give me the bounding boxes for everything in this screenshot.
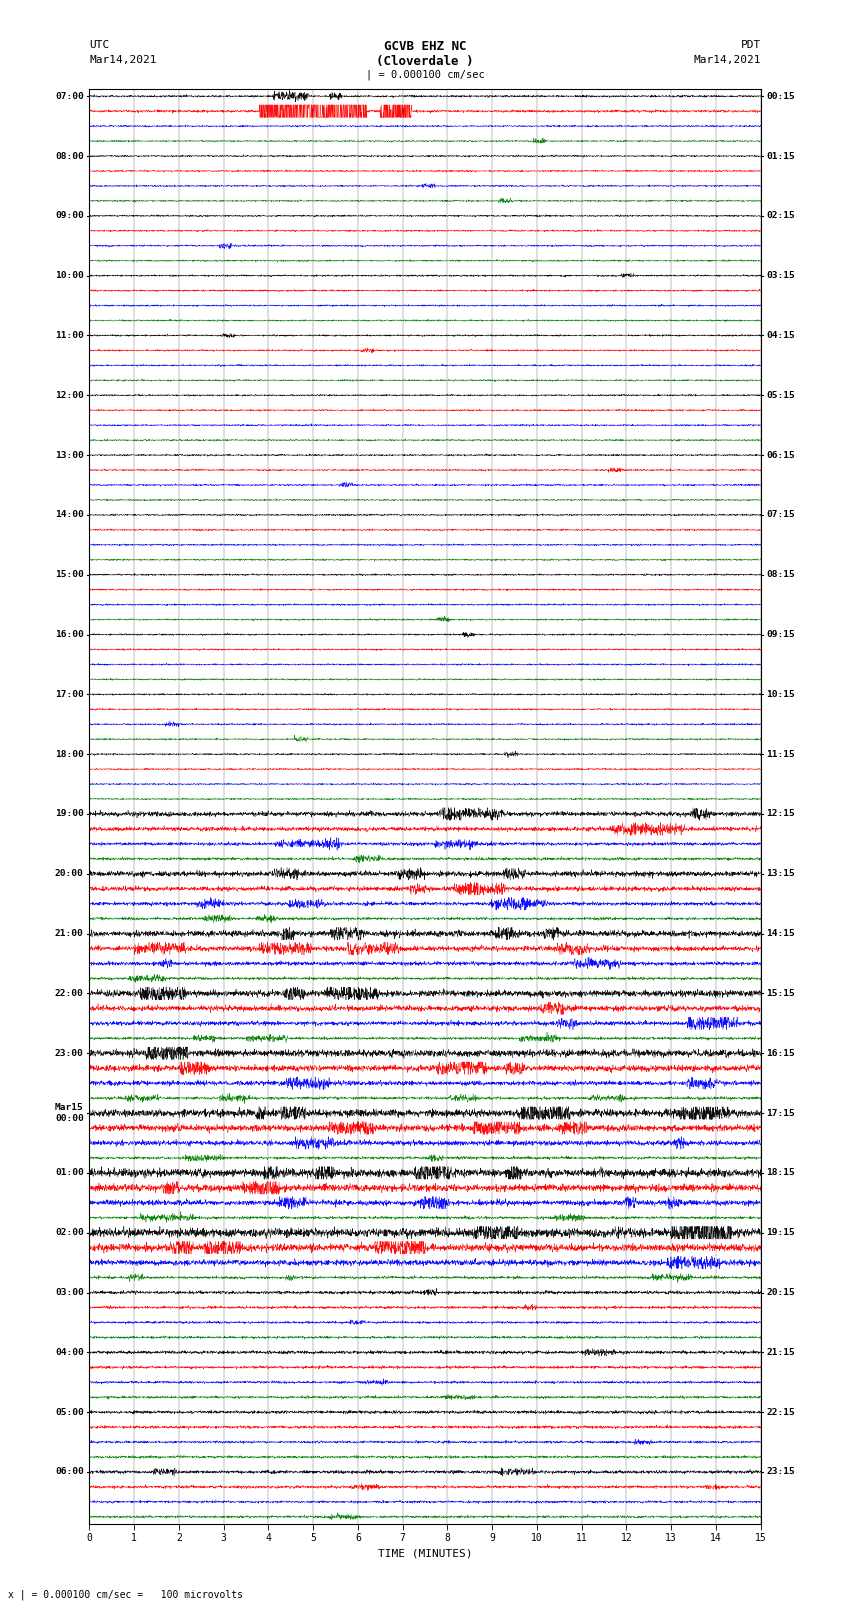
Text: 20:00: 20:00 (55, 869, 83, 879)
Text: Mar14,2021: Mar14,2021 (89, 55, 156, 65)
Text: 21:15: 21:15 (767, 1348, 795, 1357)
Text: 01:00: 01:00 (55, 1168, 83, 1177)
Text: 05:00: 05:00 (55, 1408, 83, 1416)
Text: | = 0.000100 cm/sec: | = 0.000100 cm/sec (366, 69, 484, 81)
Text: 12:15: 12:15 (767, 810, 795, 818)
Text: 22:00: 22:00 (55, 989, 83, 998)
Text: 19:00: 19:00 (55, 810, 83, 818)
Text: 21:00: 21:00 (55, 929, 83, 939)
Text: UTC: UTC (89, 40, 110, 50)
Text: 10:00: 10:00 (55, 271, 83, 281)
Text: 06:00: 06:00 (55, 1468, 83, 1476)
Text: 14:15: 14:15 (767, 929, 795, 939)
Text: (Cloverdale ): (Cloverdale ) (377, 55, 473, 68)
Text: 23:15: 23:15 (767, 1468, 795, 1476)
Text: 06:15: 06:15 (767, 450, 795, 460)
Text: 10:15: 10:15 (767, 690, 795, 698)
Text: 09:00: 09:00 (55, 211, 83, 221)
Text: 07:00: 07:00 (55, 92, 83, 100)
Text: Mar15
00:00: Mar15 00:00 (55, 1103, 83, 1123)
Text: PDT: PDT (740, 40, 761, 50)
Text: 11:00: 11:00 (55, 331, 83, 340)
Text: 01:15: 01:15 (767, 152, 795, 161)
Text: 04:00: 04:00 (55, 1348, 83, 1357)
Text: 05:15: 05:15 (767, 390, 795, 400)
Text: GCVB EHZ NC: GCVB EHZ NC (383, 40, 467, 53)
Text: 14:00: 14:00 (55, 510, 83, 519)
Text: 13:00: 13:00 (55, 450, 83, 460)
Text: 08:15: 08:15 (767, 571, 795, 579)
Text: 16:00: 16:00 (55, 631, 83, 639)
Text: 18:00: 18:00 (55, 750, 83, 758)
Text: 07:15: 07:15 (767, 510, 795, 519)
Text: 09:15: 09:15 (767, 631, 795, 639)
Text: 17:15: 17:15 (767, 1108, 795, 1118)
Text: 12:00: 12:00 (55, 390, 83, 400)
Text: x | = 0.000100 cm/sec =   100 microvolts: x | = 0.000100 cm/sec = 100 microvolts (8, 1589, 243, 1600)
Text: 03:00: 03:00 (55, 1289, 83, 1297)
Text: 04:15: 04:15 (767, 331, 795, 340)
Text: 02:00: 02:00 (55, 1227, 83, 1237)
Text: 13:15: 13:15 (767, 869, 795, 879)
Text: 03:15: 03:15 (767, 271, 795, 281)
Text: 16:15: 16:15 (767, 1048, 795, 1058)
Text: 15:15: 15:15 (767, 989, 795, 998)
X-axis label: TIME (MINUTES): TIME (MINUTES) (377, 1548, 473, 1558)
Text: 00:15: 00:15 (767, 92, 795, 100)
Text: 08:00: 08:00 (55, 152, 83, 161)
Text: 11:15: 11:15 (767, 750, 795, 758)
Text: Mar14,2021: Mar14,2021 (694, 55, 761, 65)
Text: 20:15: 20:15 (767, 1289, 795, 1297)
Text: 02:15: 02:15 (767, 211, 795, 221)
Text: 15:00: 15:00 (55, 571, 83, 579)
Text: 17:00: 17:00 (55, 690, 83, 698)
Text: 19:15: 19:15 (767, 1227, 795, 1237)
Text: 23:00: 23:00 (55, 1048, 83, 1058)
Text: 22:15: 22:15 (767, 1408, 795, 1416)
Text: 18:15: 18:15 (767, 1168, 795, 1177)
